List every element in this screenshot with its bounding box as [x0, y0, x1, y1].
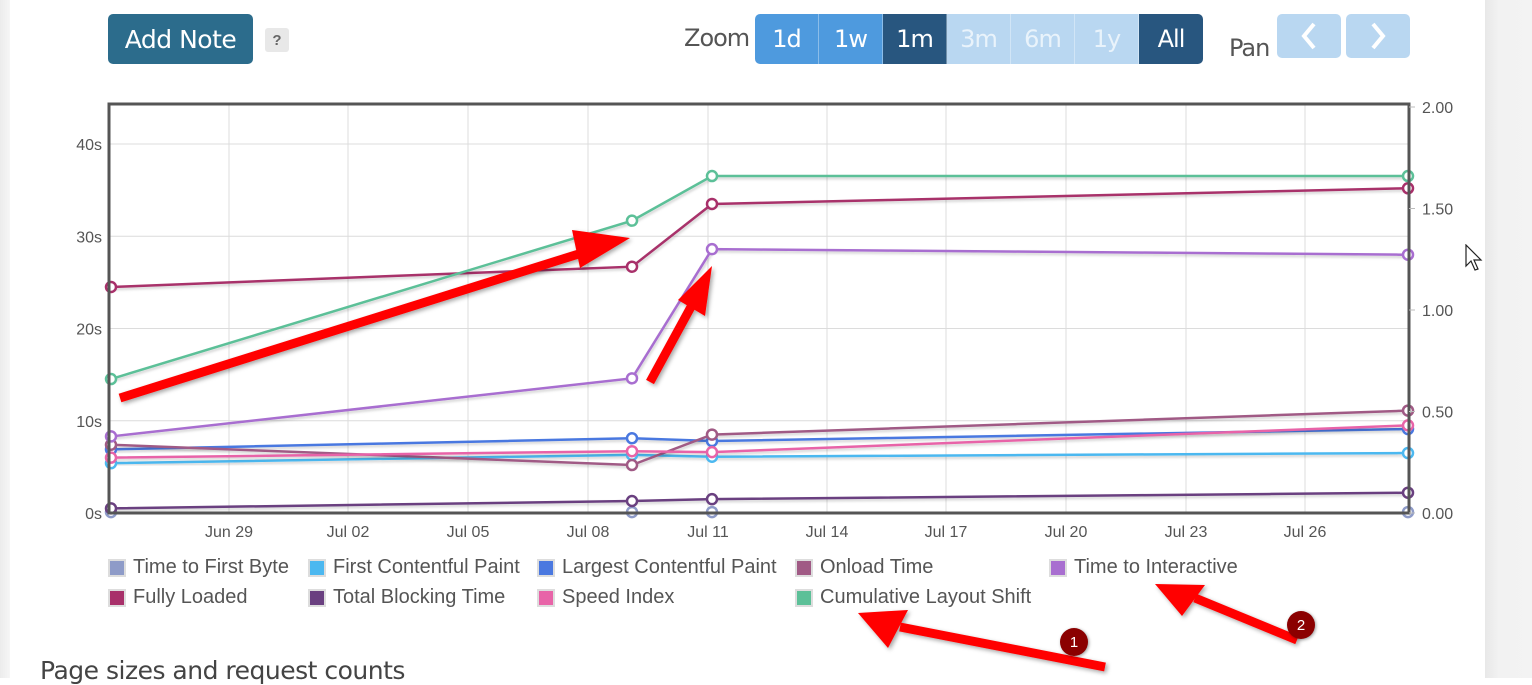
pan-label: Pan [1229, 34, 1270, 62]
legend-item-cls[interactable]: Cumulative Layout Shift [795, 586, 1031, 609]
svg-text:2.00: 2.00 [1422, 100, 1453, 117]
legend-item-ttfb[interactable]: Time to First Byte [108, 556, 289, 579]
svg-text:0.50: 0.50 [1422, 405, 1453, 422]
svg-text:0.00: 0.00 [1422, 506, 1453, 523]
pan-previous-button[interactable] [1277, 14, 1341, 58]
legend-label: Total Blocking Time [333, 586, 506, 608]
svg-text:Jul 26: Jul 26 [1284, 524, 1327, 541]
legend-item-fcp[interactable]: First Contentful Paint [308, 556, 520, 579]
svg-text:40s: 40s [76, 137, 102, 154]
svg-text:20s: 20s [76, 322, 102, 339]
svg-text:Jul 14: Jul 14 [806, 524, 849, 541]
zoom-all-button[interactable]: All [1139, 14, 1203, 64]
series-fully-loaded[interactable] [104, 182, 1415, 294]
legend-swatch [108, 588, 126, 607]
svg-text:30s: 30s [76, 229, 102, 246]
legend-swatch [308, 558, 326, 577]
legend-swatch [795, 588, 813, 607]
add-note-button[interactable]: Add Note [108, 14, 253, 64]
page-left-gutter [0, 0, 10, 678]
svg-text:Jul 05: Jul 05 [447, 524, 490, 541]
annotation-arrow-tti [646, 266, 712, 385]
zoom-1w-button[interactable]: 1w [819, 14, 883, 64]
legend-swatch [108, 558, 126, 577]
svg-text:Jul 11: Jul 11 [687, 524, 729, 541]
svg-text:Jul 20: Jul 20 [1045, 524, 1088, 541]
chart-gridlines [109, 104, 1409, 513]
mouse-cursor-icon [1465, 244, 1483, 271]
zoom-1d-button[interactable]: 1d [755, 14, 819, 64]
zoom-3m-button[interactable]: 3m [947, 14, 1011, 64]
legend-item-onload[interactable]: Onload Time [795, 556, 933, 579]
chart-axes [107, 102, 1411, 515]
zoom-6m-button[interactable]: 6m [1011, 14, 1075, 64]
legend-label: First Contentful Paint [333, 556, 520, 578]
page-right-gutter [1485, 0, 1532, 678]
legend-item-fully-loaded[interactable]: Fully Loaded [108, 586, 248, 609]
legend-swatch [537, 558, 555, 577]
zoom-button-group: 1d 1w 1m 3m 6m 1y All [755, 14, 1203, 64]
svg-text:Jul 17: Jul 17 [925, 524, 968, 541]
legend-label: Time to First Byte [133, 556, 289, 578]
legend-label: Speed Index [562, 586, 675, 608]
legend-label: Onload Time [820, 556, 934, 578]
annotation-badge-2: 2 [1287, 611, 1315, 639]
help-button[interactable]: ? [265, 28, 289, 52]
legend-swatch [1049, 558, 1067, 577]
legend-item-speed-index[interactable]: Speed Index [537, 586, 674, 609]
legend-label: Fully Loaded [133, 586, 248, 608]
annotation-arrow-2 [1155, 584, 1299, 645]
chevron-right-icon [1371, 22, 1386, 50]
zoom-1y-button[interactable]: 1y [1075, 14, 1139, 64]
svg-text:Jul 08: Jul 08 [567, 524, 610, 541]
series-total-blocking-time[interactable] [104, 486, 1415, 515]
legend-item-tbt[interactable]: Total Blocking Time [308, 586, 505, 609]
svg-text:10s: 10s [76, 414, 102, 431]
zoom-label: Zoom [684, 24, 750, 52]
svg-text:Jun 29: Jun 29 [205, 524, 253, 541]
zoom-1m-button[interactable]: 1m [883, 14, 947, 64]
svg-text:0s: 0s [85, 506, 102, 523]
svg-text:Jul 02: Jul 02 [327, 524, 370, 541]
legend-label: Time to Interactive [1074, 556, 1238, 578]
legend-item-tti[interactable]: Time to Interactive [1049, 556, 1238, 579]
pan-next-button[interactable] [1346, 14, 1410, 58]
chevron-left-icon [1301, 22, 1316, 50]
legend-label: Largest Contentful Paint [562, 556, 777, 578]
annotation-arrow-cls [118, 230, 630, 403]
svg-text:Jul 23: Jul 23 [1165, 524, 1208, 541]
series-time-to-interactive[interactable] [104, 242, 1415, 443]
svg-text:1.00: 1.00 [1422, 303, 1453, 320]
performance-line-chart[interactable]: 0s 10s 20s 30s 40s 0.00 0.50 1.00 1.50 2.00 Jun 29… [0, 0, 1532, 560]
legend-swatch [308, 588, 326, 607]
legend-swatch [537, 588, 555, 607]
chart-tick-labels: 0s 10s 20s 30s 40s 0.00 0.50 1.00 1.50 2.00 Jun 29… [76, 100, 1453, 541]
section-heading-page-sizes: Page sizes and request counts [40, 656, 405, 685]
legend-swatch [795, 558, 813, 577]
annotation-badge-1: 1 [1060, 628, 1088, 656]
svg-text:1.50: 1.50 [1422, 202, 1453, 219]
legend-label: Cumulative Layout Shift [820, 586, 1032, 608]
legend-item-lcp[interactable]: Largest Contentful Paint [537, 556, 777, 579]
